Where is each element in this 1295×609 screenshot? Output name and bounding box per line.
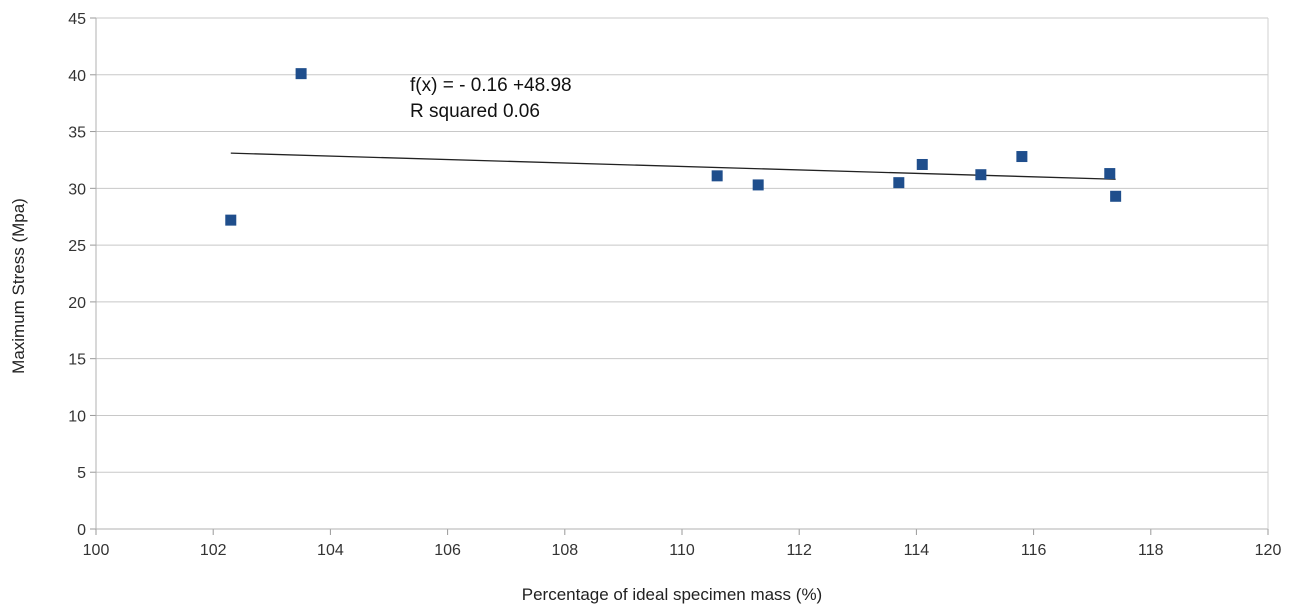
data-points [225,68,1122,226]
data-point [916,158,928,170]
x-tick-label: 102 [200,542,227,559]
x-tick-label: 106 [434,542,461,559]
trendline-layer [230,152,1116,180]
y-tick-label: 30 [68,181,86,198]
x-tick-label: 116 [1021,542,1047,559]
y-tick-label: 20 [68,295,86,312]
x-tick-label: 104 [317,542,344,559]
gridlines [96,17,1268,530]
x-tick-label: 118 [1138,542,1164,559]
y-tick-label: 15 [68,352,86,369]
x-axis-title: Percentage of ideal specimen mass (%) [522,585,822,604]
data-point [975,169,987,181]
y-axis-title: Maximum Stress (Mpa) [9,198,28,374]
y-tick-labels: 0 5 10 15 20 25 30 35 40 45 [68,11,86,539]
axes [90,17,1269,535]
data-point [893,177,905,189]
data-point [752,179,764,191]
x-tick-label: 120 [1255,542,1282,559]
data-point [1110,190,1122,202]
x-tick-label: 112 [786,542,812,559]
data-point [711,170,723,182]
y-tick-label: 25 [68,238,86,255]
y-tick-label: 35 [68,125,86,142]
trendline [230,152,1116,180]
data-point [1016,151,1028,163]
data-point [1104,168,1116,180]
x-tick-label: 114 [904,542,930,559]
y-tick-label: 45 [68,11,86,28]
x-tick-label: 110 [669,542,695,559]
y-tick-label: 10 [68,408,86,425]
x-tick-labels: 100 102 104 106 108 110 112 114 116 118 120 [83,542,1282,559]
y-tick-label: 0 [77,522,86,539]
y-tick-label: 5 [77,465,86,482]
data-point [295,68,307,80]
trendline-equation: f(x) = - 0.16 +48.98 [410,75,572,96]
r-squared-label: R squared 0.06 [410,101,540,122]
x-tick-label: 100 [83,542,110,559]
data-point [225,214,237,226]
x-tick-label: 108 [551,542,578,559]
y-tick-label: 40 [68,68,86,85]
